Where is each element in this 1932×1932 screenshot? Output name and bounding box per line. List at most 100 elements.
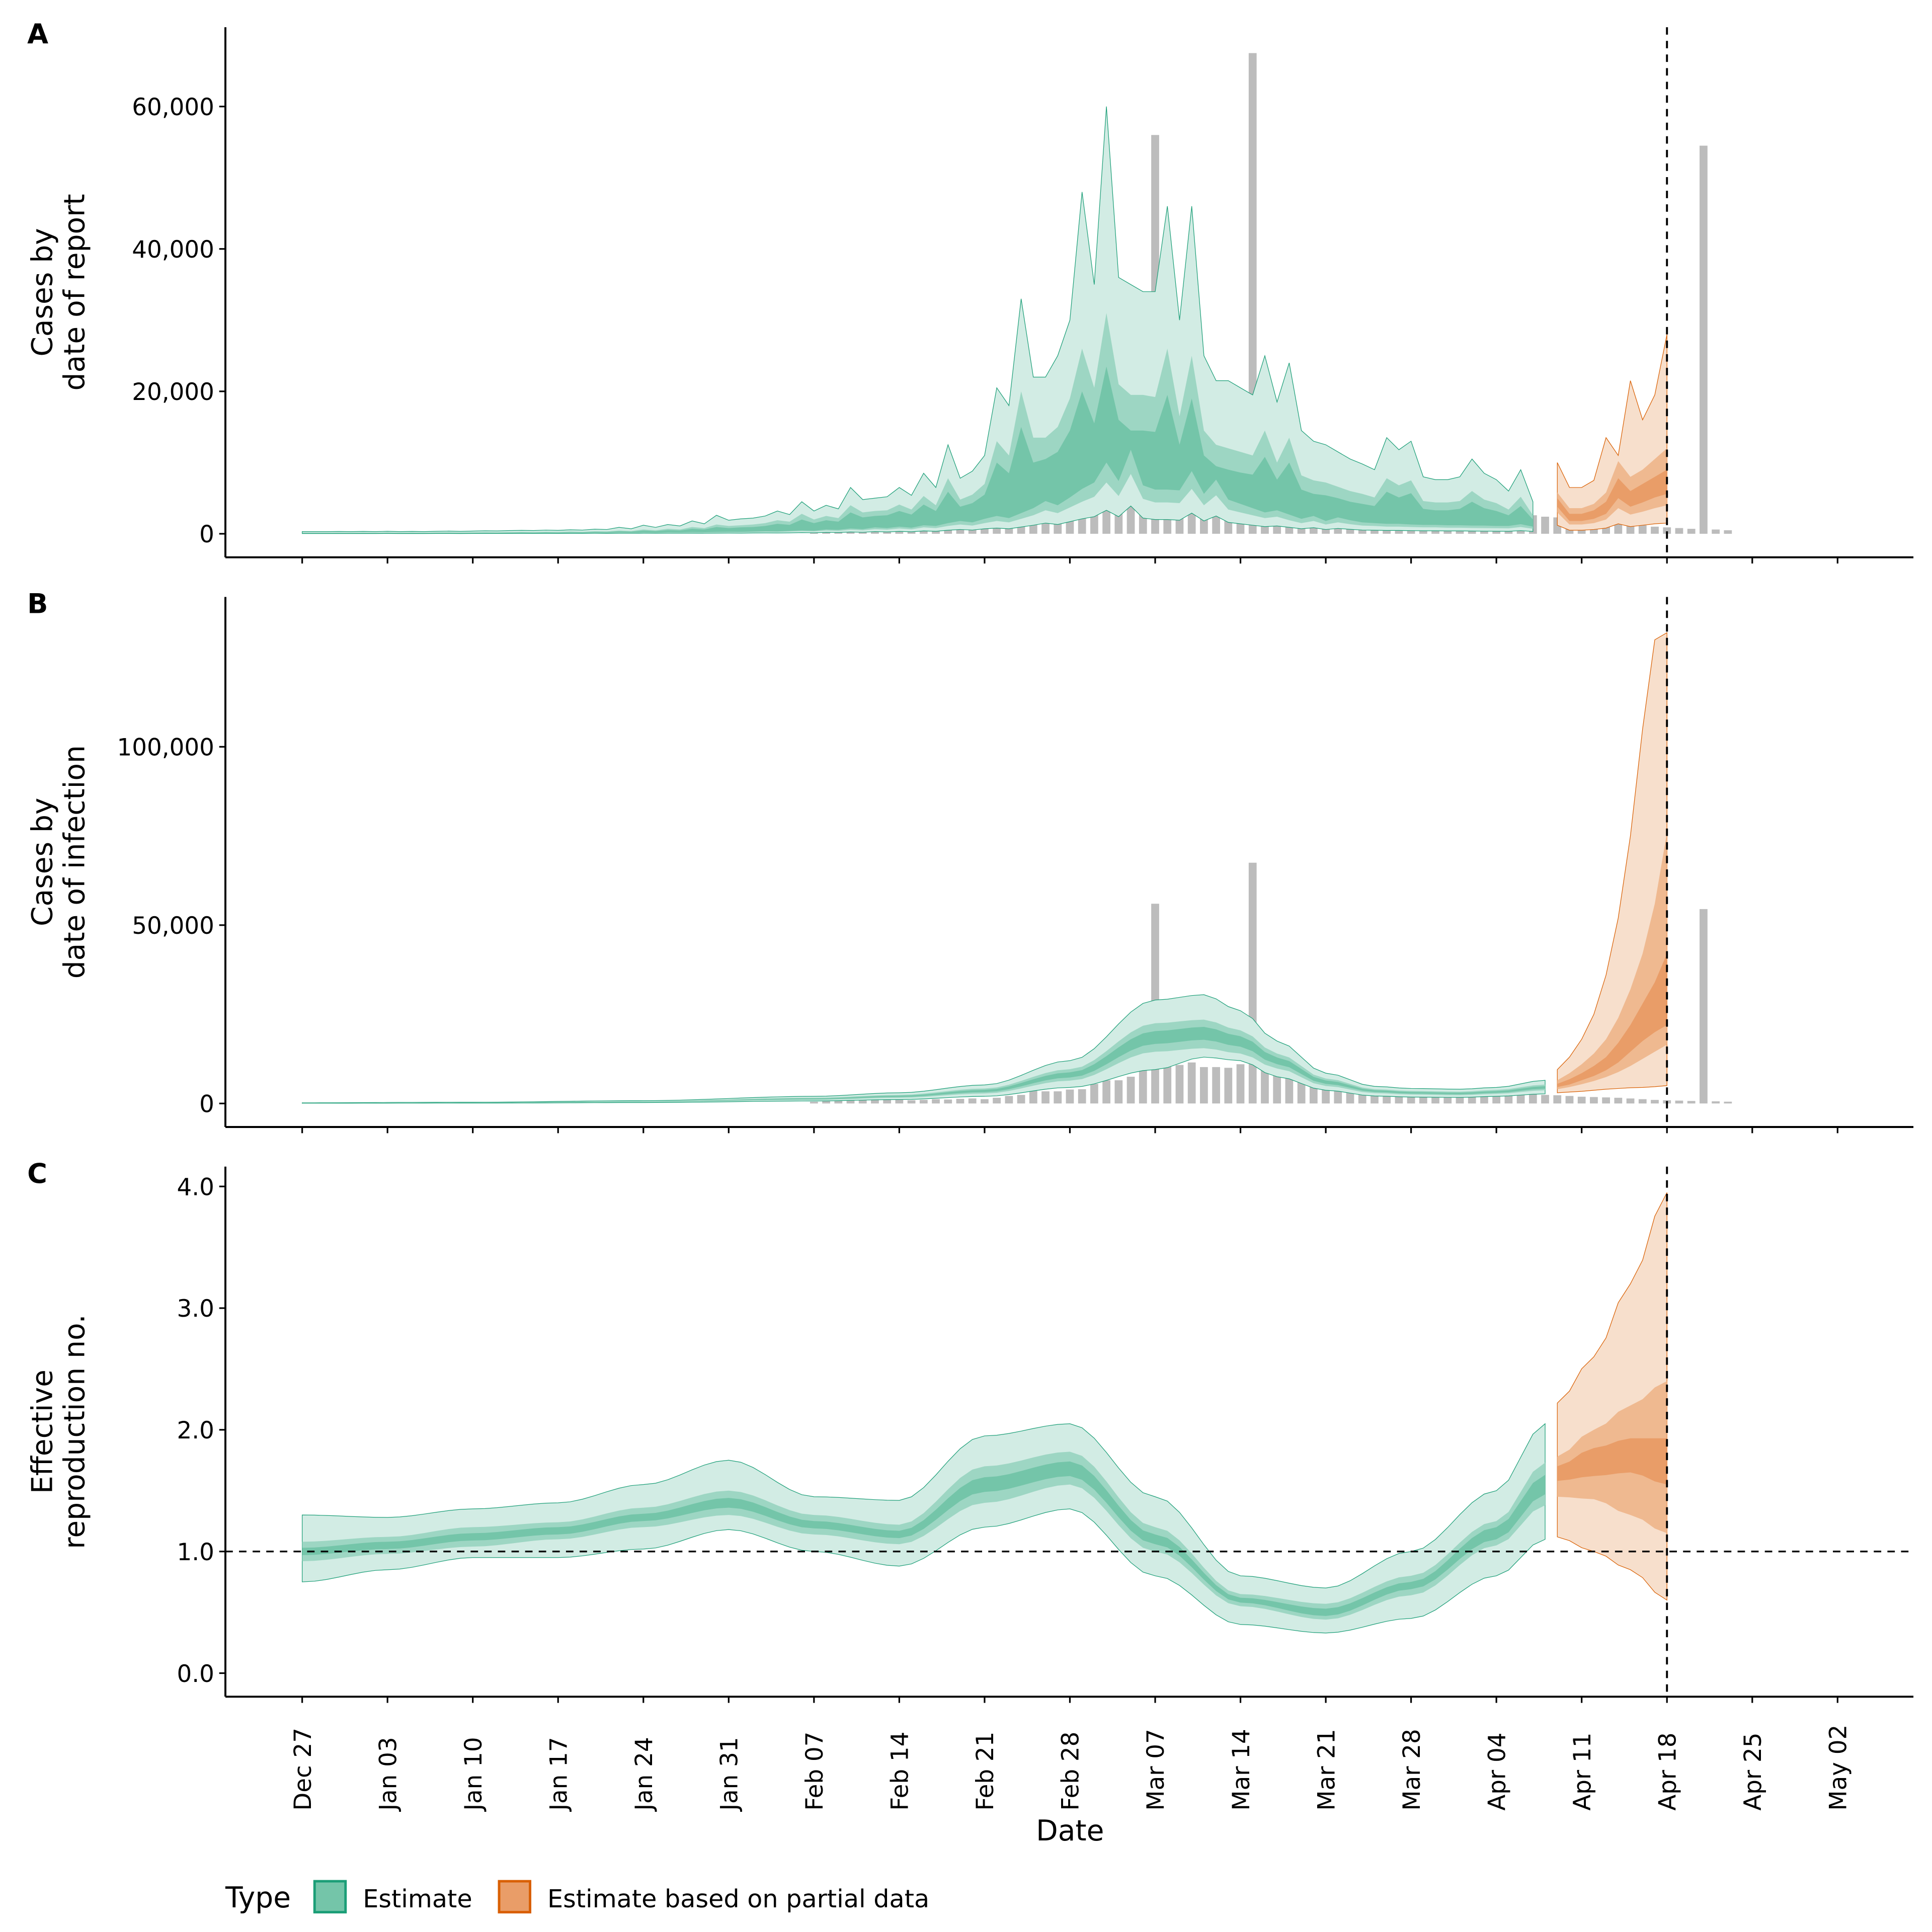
x-tick-label: Jan 24 <box>631 1737 658 1812</box>
data-bar <box>834 1099 843 1104</box>
data-bar <box>956 1099 964 1104</box>
y-axis-title-line: date of infection <box>58 745 91 979</box>
data-bar <box>1248 862 1257 1104</box>
y-axis-title-line: Cases by <box>26 797 59 926</box>
data-bar <box>1090 1084 1098 1104</box>
y-axis-title: Cases bydate of infection <box>26 745 91 979</box>
data-bar <box>993 1097 1001 1104</box>
data-bar <box>1700 145 1708 534</box>
data-bar <box>1187 1062 1196 1104</box>
legend-label-estimate: Estimate <box>363 1884 472 1913</box>
estimate-ci90-band <box>302 106 1534 534</box>
y-tick-label: 60,000 <box>132 94 214 121</box>
panel-label: B <box>27 588 48 619</box>
x-tick-label: Jan 17 <box>545 1737 573 1812</box>
data-bar <box>1626 1098 1635 1104</box>
data-bar <box>1553 1095 1562 1104</box>
x-tick-label: Jan 10 <box>460 1737 488 1812</box>
data-bar <box>871 1100 879 1104</box>
x-tick-label: Mar 07 <box>1143 1729 1170 1811</box>
y-axis-title-line: Effective <box>26 1370 59 1494</box>
y-tick-label: 3.0 <box>177 1296 214 1323</box>
data-bar <box>1261 1066 1269 1104</box>
data-bar <box>907 1100 916 1104</box>
data-bar <box>1663 527 1671 534</box>
data-bar <box>1712 529 1720 534</box>
x-axis-title: Date <box>1036 1814 1104 1847</box>
x-tick-label: Feb 28 <box>1058 1732 1085 1811</box>
data-bar <box>1005 1096 1013 1104</box>
y-tick-label: 50,000 <box>132 913 214 940</box>
legend-key-partial <box>498 1880 531 1914</box>
data-bar <box>1102 1080 1110 1104</box>
data-bar <box>1017 1095 1025 1104</box>
data-bar <box>1700 909 1708 1104</box>
x-tick-label: Feb 14 <box>887 1732 914 1811</box>
data-bar <box>1687 1101 1696 1104</box>
data-bar <box>1638 525 1647 534</box>
estimate-ci50-band <box>302 1019 1546 1103</box>
y-axis-title: Effectivereproduction no. <box>26 1314 91 1549</box>
x-tick-label: Jan 03 <box>375 1737 402 1812</box>
data-bar <box>1638 1099 1647 1104</box>
data-bar <box>919 1100 928 1104</box>
data-bar <box>1528 1094 1537 1104</box>
y-tick-label: 0.0 <box>177 1661 214 1688</box>
y-tick-label: 2.0 <box>177 1417 214 1444</box>
data-bar <box>1236 1064 1245 1104</box>
y-tick-label: 20,000 <box>132 379 214 406</box>
data-bar <box>1029 1090 1037 1104</box>
data-bar <box>1163 1064 1172 1104</box>
x-tick-label: Feb 21 <box>972 1732 999 1811</box>
estimate_partial-ci50-band <box>1557 448 1667 525</box>
y-tick-label: 4.0 <box>177 1174 214 1201</box>
data-bar <box>1114 1080 1123 1104</box>
y-axis-title-line: date of report <box>58 194 91 390</box>
panel-a: 0 20,000 40,000 60,000 Cases bydate of repor… <box>26 18 1914 564</box>
data-bar <box>932 1099 940 1104</box>
data-bar <box>1516 1093 1525 1104</box>
y-tick-label: 0 <box>199 521 214 548</box>
data-bar <box>1614 1097 1623 1104</box>
y-tick-label: 1.0 <box>177 1539 214 1566</box>
estimate-ci20-band <box>302 366 1533 533</box>
data-bar <box>1590 1097 1598 1104</box>
panel-label: A <box>27 18 48 50</box>
data-bar <box>981 1099 989 1104</box>
data-bar <box>1126 1077 1135 1104</box>
data-bar <box>1712 1101 1720 1104</box>
data-bar <box>1066 1089 1074 1104</box>
x-tick-label: Mar 28 <box>1399 1729 1426 1811</box>
x-axis: Dec 27 Jan 03 Jan 10 Jan 17 Jan 24 Jan 31 Feb … <box>290 1725 1853 1812</box>
legend-label-partial: Estimate based on partial data <box>547 1884 929 1913</box>
x-tick-label: Apr 11 <box>1569 1733 1596 1811</box>
panel-c: 0.0 1.0 2.0 3.0 4.0 Effectivereproduction no.… <box>26 1158 1914 1703</box>
data-bar <box>1724 1101 1732 1104</box>
data-bar <box>858 1098 867 1104</box>
panel-label: C <box>27 1158 47 1189</box>
data-bar <box>1175 1065 1184 1104</box>
panel-b: 0 50,000 100,000 Cases bydate of infection B <box>26 588 1914 1134</box>
data-bar <box>1565 1096 1574 1104</box>
data-bar <box>810 1101 818 1104</box>
legend-key-estimate <box>313 1880 347 1914</box>
data-bar <box>1224 1068 1233 1104</box>
x-tick-label: Mar 21 <box>1313 1729 1340 1811</box>
y-axis-title-line: Cases by <box>26 228 59 356</box>
x-tick-label: Dec 27 <box>290 1728 317 1811</box>
data-bar <box>1724 530 1732 534</box>
y-axis-title: Cases bydate of report <box>26 194 91 390</box>
estimate_partial-ci20-band <box>1557 469 1667 521</box>
data-bar <box>1651 1100 1659 1104</box>
y-tick-label: 100,000 <box>117 735 214 762</box>
y-tick-label: 40,000 <box>132 236 214 264</box>
x-tick-label: Jan 31 <box>716 1737 744 1812</box>
legend-title: Type <box>225 1881 291 1914</box>
estimate-ci90-band <box>302 994 1546 1104</box>
x-tick-label: May 02 <box>1825 1725 1853 1811</box>
y-axis-title-line: reproduction no. <box>58 1314 91 1549</box>
data-bar <box>1675 528 1683 534</box>
estimate_partial-ci20-band <box>1557 1438 1667 1485</box>
estimate_partial-ci20-band <box>1557 953 1667 1087</box>
